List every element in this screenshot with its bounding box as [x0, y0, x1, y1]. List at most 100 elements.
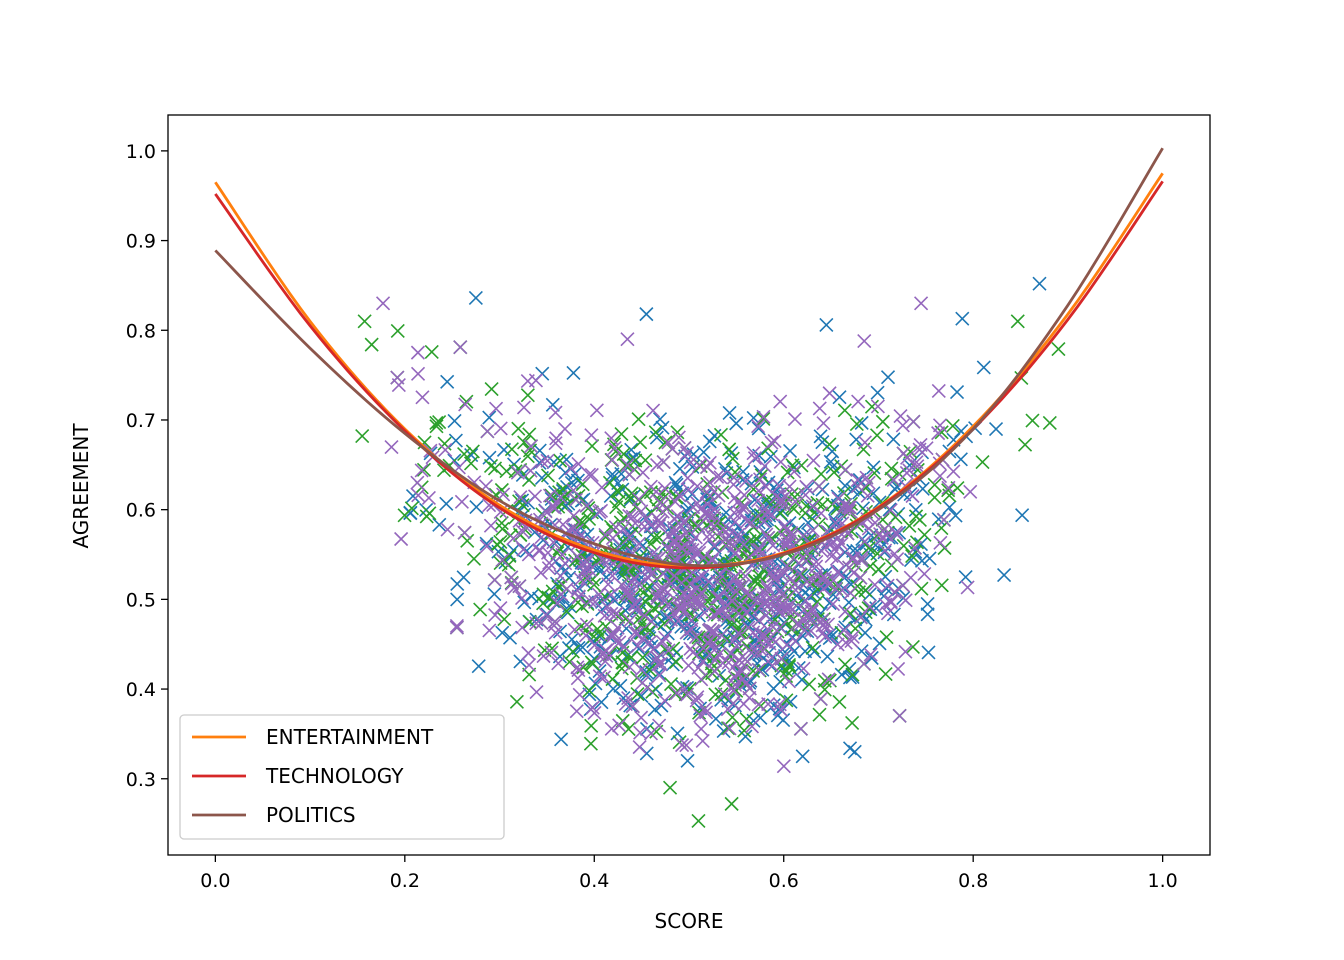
scatter-point — [739, 605, 754, 620]
scatter-point — [913, 536, 929, 552]
scatter-point — [513, 490, 528, 505]
scatter-point — [605, 452, 620, 467]
scatter-point — [390, 323, 405, 338]
scatter-point — [905, 548, 920, 564]
scatter-point — [776, 497, 792, 512]
scatter-point — [707, 538, 722, 553]
scatter-point — [533, 565, 548, 580]
scatter-point — [621, 721, 636, 737]
scatter-point — [580, 571, 595, 586]
scatter-point — [765, 563, 780, 578]
scatter-point — [898, 593, 913, 608]
scatter-point — [667, 525, 682, 540]
scatter-point — [627, 625, 642, 640]
scatter-point — [655, 420, 670, 435]
scatter-point — [737, 499, 753, 514]
scatter-point — [551, 499, 566, 514]
scatter-point — [653, 581, 668, 596]
scatter-point — [506, 531, 521, 546]
scatter-point — [357, 314, 372, 329]
scatter-point — [814, 506, 829, 521]
scatter-point — [799, 479, 814, 494]
scatter-point — [622, 613, 637, 628]
scatter-point — [895, 578, 911, 593]
scatter-point — [850, 479, 865, 494]
scatter-point — [544, 488, 559, 503]
scatter-point — [713, 427, 729, 442]
scatter-point — [432, 415, 447, 430]
scatter-point — [835, 583, 850, 598]
scatter-point — [421, 490, 436, 505]
scatter-point — [942, 500, 957, 515]
scatter-point — [604, 721, 619, 736]
scatter-point — [793, 721, 808, 736]
x-axis: 0.0 0.2 0.4 0.6 0.8 1.0 — [200, 855, 1178, 892]
scatter-point — [609, 483, 625, 498]
scatter-point — [453, 340, 468, 355]
scatter-point — [715, 655, 730, 670]
scatter-point — [886, 432, 901, 447]
scatter-point — [887, 584, 902, 600]
scatter-point — [355, 429, 370, 444]
scatter-point — [545, 584, 560, 599]
scatter-point — [550, 596, 565, 611]
scatter-point — [488, 401, 504, 416]
legend-frame — [179, 714, 505, 840]
scatter-point — [564, 632, 579, 647]
scatter-point — [828, 515, 843, 530]
scatter-point — [651, 513, 666, 528]
scatter-point — [753, 472, 768, 487]
scatter-point — [448, 433, 463, 448]
scatter-point — [482, 450, 497, 465]
scatter-point — [927, 477, 942, 492]
scatter-point — [870, 399, 885, 414]
scatter-point — [807, 586, 822, 601]
scatter-point — [457, 525, 472, 540]
scatter-point — [555, 547, 570, 562]
scatter-point — [487, 586, 502, 602]
scatter-point — [683, 576, 698, 591]
scatter-point — [706, 519, 721, 534]
scatter-point — [722, 405, 737, 420]
scatter-point — [575, 515, 590, 530]
scatter-point — [742, 681, 757, 696]
scatter-point — [463, 456, 479, 471]
scatter-point — [877, 521, 892, 536]
scatter-point — [522, 615, 538, 630]
scatter-point — [900, 450, 915, 465]
scatter-point — [772, 497, 788, 512]
scatter-point — [605, 467, 620, 482]
scatter-point — [931, 383, 946, 398]
scatter-point — [851, 394, 866, 409]
scatter-point — [652, 412, 668, 427]
scatter-point — [646, 545, 662, 560]
scatter-point — [768, 634, 783, 649]
scatter-point — [883, 594, 898, 609]
scatter-point — [669, 477, 684, 492]
scatter-point — [807, 644, 822, 659]
scatter-point — [540, 453, 555, 468]
scatter-point — [586, 634, 601, 649]
scatter-point — [700, 459, 715, 475]
scatter-point — [582, 683, 597, 698]
scatter-point — [487, 461, 503, 476]
scatter-point — [669, 489, 684, 504]
scatter-point — [861, 475, 876, 490]
scatter-point — [723, 646, 738, 661]
scatter-point — [634, 688, 649, 704]
scatter-point — [439, 496, 454, 511]
scatter-point — [549, 431, 564, 446]
scatter-point — [488, 608, 503, 623]
scatter-point — [787, 464, 802, 479]
scatter-point — [672, 461, 687, 476]
scatter-point — [502, 630, 518, 645]
scatter-point — [733, 598, 749, 613]
scatter-point — [1032, 276, 1047, 291]
scatter-point — [594, 480, 609, 495]
scatter-point — [867, 466, 882, 481]
scatter-point — [605, 530, 620, 546]
scatter-point — [689, 693, 704, 708]
scatter-point — [541, 561, 556, 576]
scatter-point — [756, 409, 771, 424]
